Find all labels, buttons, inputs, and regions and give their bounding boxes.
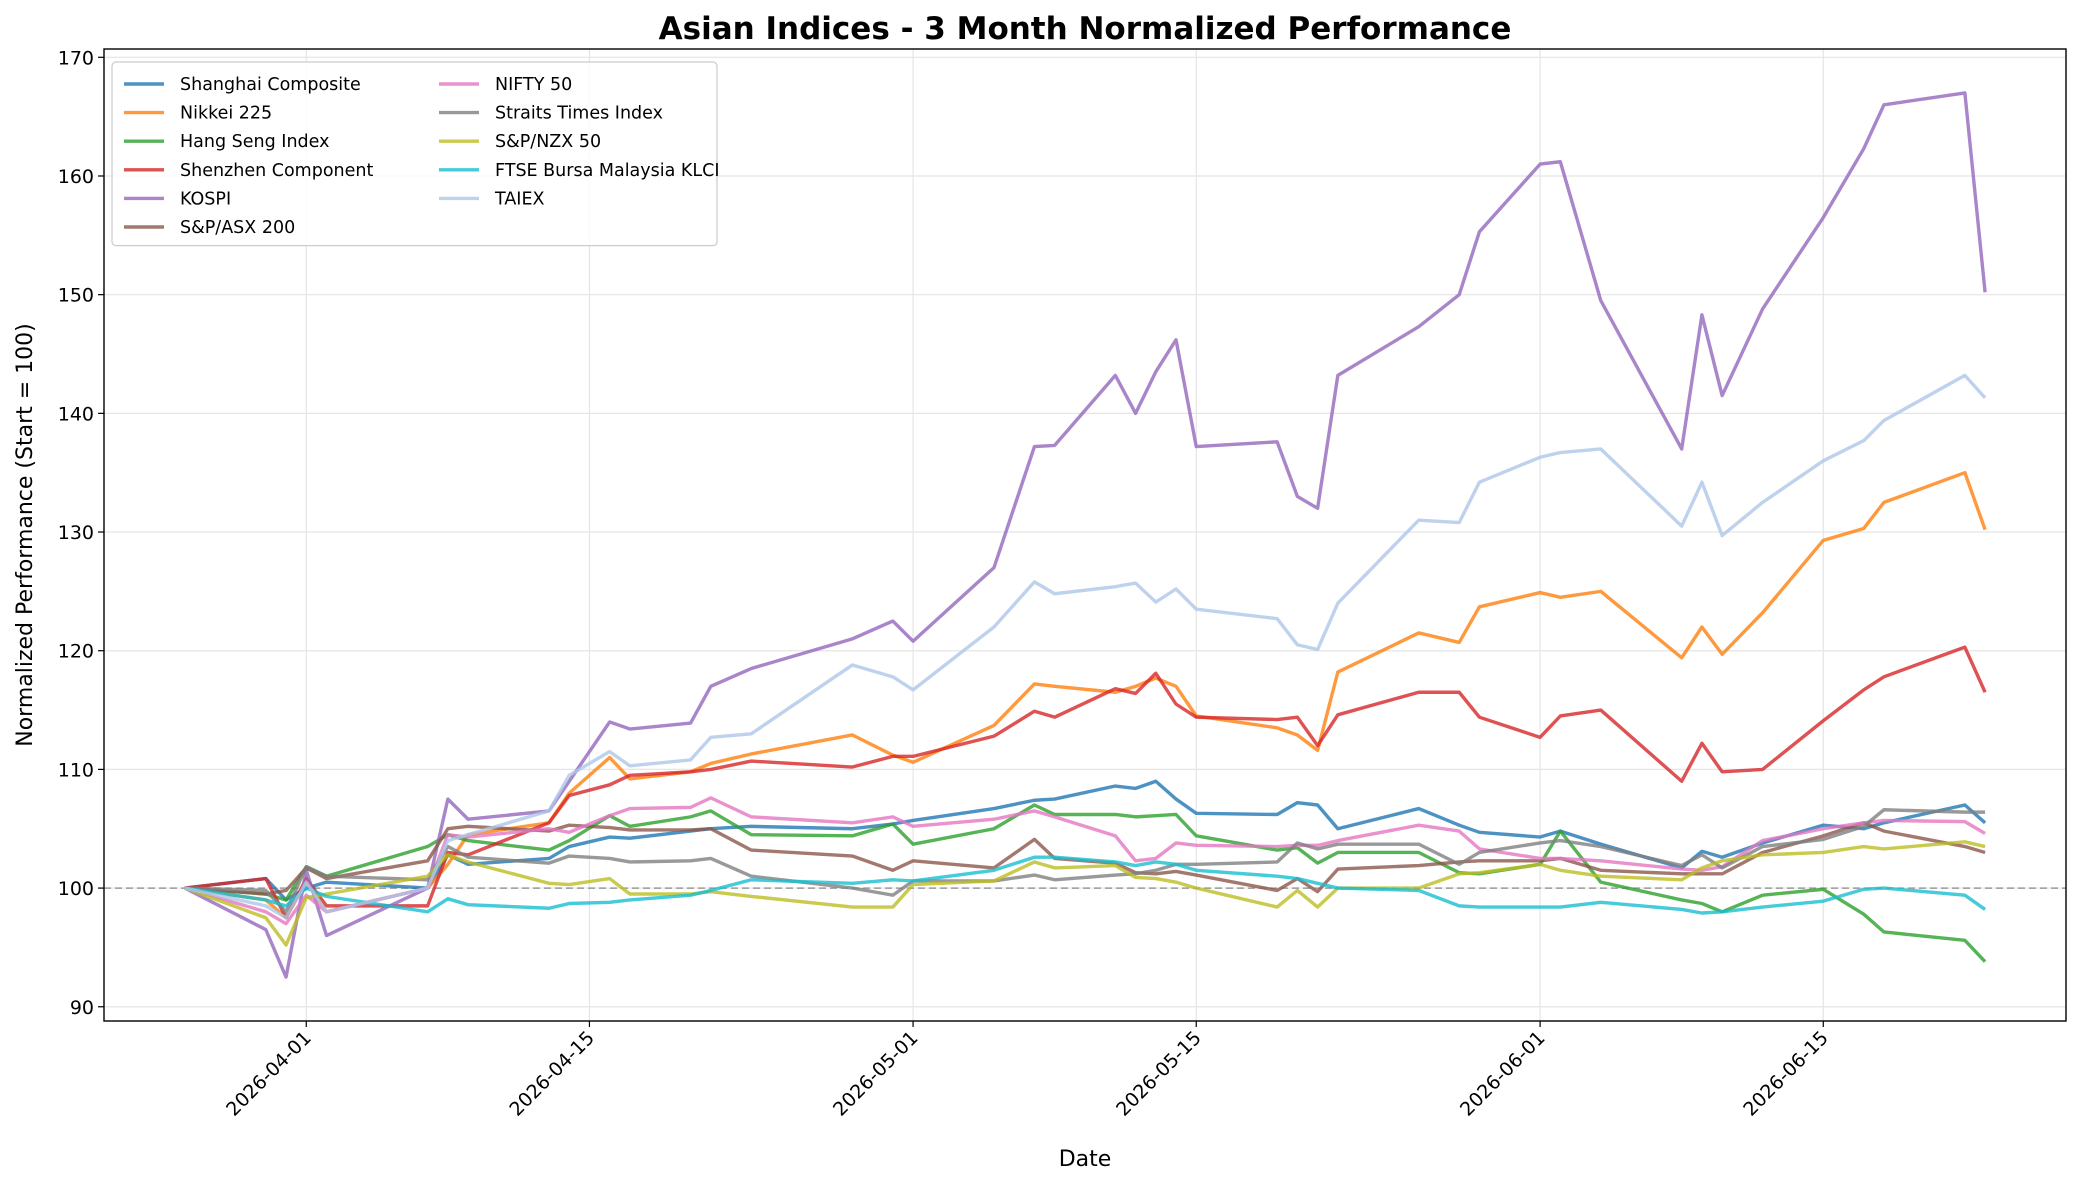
- legend-label: Hang Seng Index: [180, 132, 329, 152]
- series-line: [184, 840, 1986, 947]
- y-axis-label: Normalized Performance (Start = 100): [13, 323, 38, 746]
- legend-label: Straits Times Index: [495, 104, 663, 124]
- x-tick-label: 2026-04-15: [505, 1027, 599, 1121]
- y-tick-label: 110: [58, 759, 94, 781]
- x-axis-label: Date: [1059, 1147, 1112, 1172]
- legend-label: Nikkei 225: [180, 104, 272, 124]
- x-tick-label: 2026-06-01: [1456, 1027, 1550, 1121]
- series-line: [184, 645, 1987, 920]
- y-tick-label: 160: [58, 166, 94, 188]
- series-line: [184, 855, 1987, 915]
- y-tick-label: 90: [70, 997, 94, 1019]
- y-tick-label: 100: [58, 878, 94, 900]
- plot-frame: [103, 48, 2067, 1022]
- legend-box: [111, 61, 718, 247]
- series-line: [184, 470, 1987, 920]
- series-line: [184, 91, 1987, 979]
- y-tick-label: 170: [58, 47, 94, 69]
- chart-title: Asian Indices - 3 Month Normalized Perfo…: [659, 11, 1512, 47]
- legend-label: Shanghai Composite: [180, 75, 361, 95]
- legend-label: NIFTY 50: [495, 75, 572, 95]
- series-line: [184, 373, 1987, 920]
- x-tick-label: 2026-05-01: [829, 1027, 923, 1121]
- x-tick-label: 2026-06-15: [1739, 1027, 1833, 1121]
- x-tick-label: 2026-04-01: [222, 1027, 316, 1121]
- legend-label: S&P/ASX 200: [180, 218, 295, 238]
- y-tick-label: 130: [58, 522, 94, 544]
- y-tick-label: 140: [58, 403, 94, 425]
- y-tick-label: 150: [58, 285, 94, 307]
- y-tick-label: 120: [58, 641, 94, 663]
- legend-label: TAIEX: [494, 189, 545, 209]
- legend-label: FTSE Bursa Malaysia KLCI: [495, 161, 720, 181]
- series-line: [184, 796, 1986, 926]
- legend-label: Shenzhen Component: [180, 161, 373, 181]
- x-tick-label: 2026-05-15: [1112, 1027, 1206, 1121]
- legend-label: KOSPI: [180, 189, 231, 209]
- series-line: [184, 808, 1986, 914]
- legend-label: S&P/NZX 50: [495, 132, 601, 152]
- series-line: [184, 779, 1987, 902]
